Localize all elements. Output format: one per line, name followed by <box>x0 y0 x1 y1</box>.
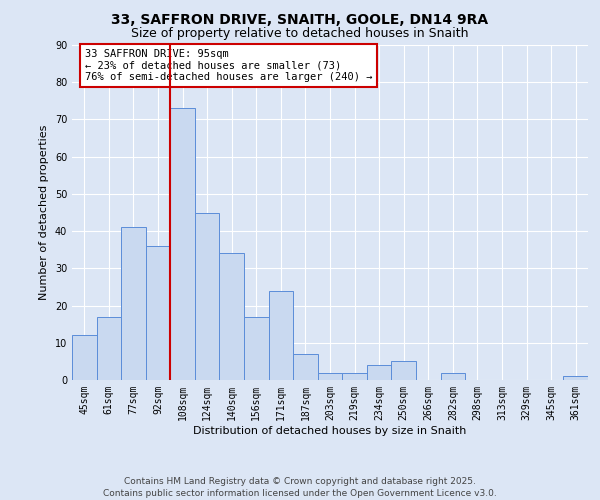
Bar <box>391 362 416 380</box>
Text: 33 SAFFRON DRIVE: 95sqm
← 23% of detached houses are smaller (73)
76% of semi-de: 33 SAFFRON DRIVE: 95sqm ← 23% of detache… <box>85 48 372 82</box>
Text: Contains HM Land Registry data © Crown copyright and database right 2025.
Contai: Contains HM Land Registry data © Crown c… <box>103 476 497 498</box>
Bar <box>170 108 195 380</box>
Bar <box>97 316 121 380</box>
Bar <box>195 212 220 380</box>
Bar <box>318 372 342 380</box>
Bar <box>342 372 367 380</box>
Bar <box>146 246 170 380</box>
Bar <box>220 254 244 380</box>
Bar <box>293 354 318 380</box>
Bar <box>563 376 588 380</box>
Bar <box>367 365 391 380</box>
X-axis label: Distribution of detached houses by size in Snaith: Distribution of detached houses by size … <box>193 426 467 436</box>
Bar <box>269 290 293 380</box>
Text: 33, SAFFRON DRIVE, SNAITH, GOOLE, DN14 9RA: 33, SAFFRON DRIVE, SNAITH, GOOLE, DN14 9… <box>112 12 488 26</box>
Text: Size of property relative to detached houses in Snaith: Size of property relative to detached ho… <box>131 28 469 40</box>
Bar <box>72 336 97 380</box>
Y-axis label: Number of detached properties: Number of detached properties <box>39 125 49 300</box>
Bar <box>244 316 269 380</box>
Bar <box>440 372 465 380</box>
Bar <box>121 228 146 380</box>
